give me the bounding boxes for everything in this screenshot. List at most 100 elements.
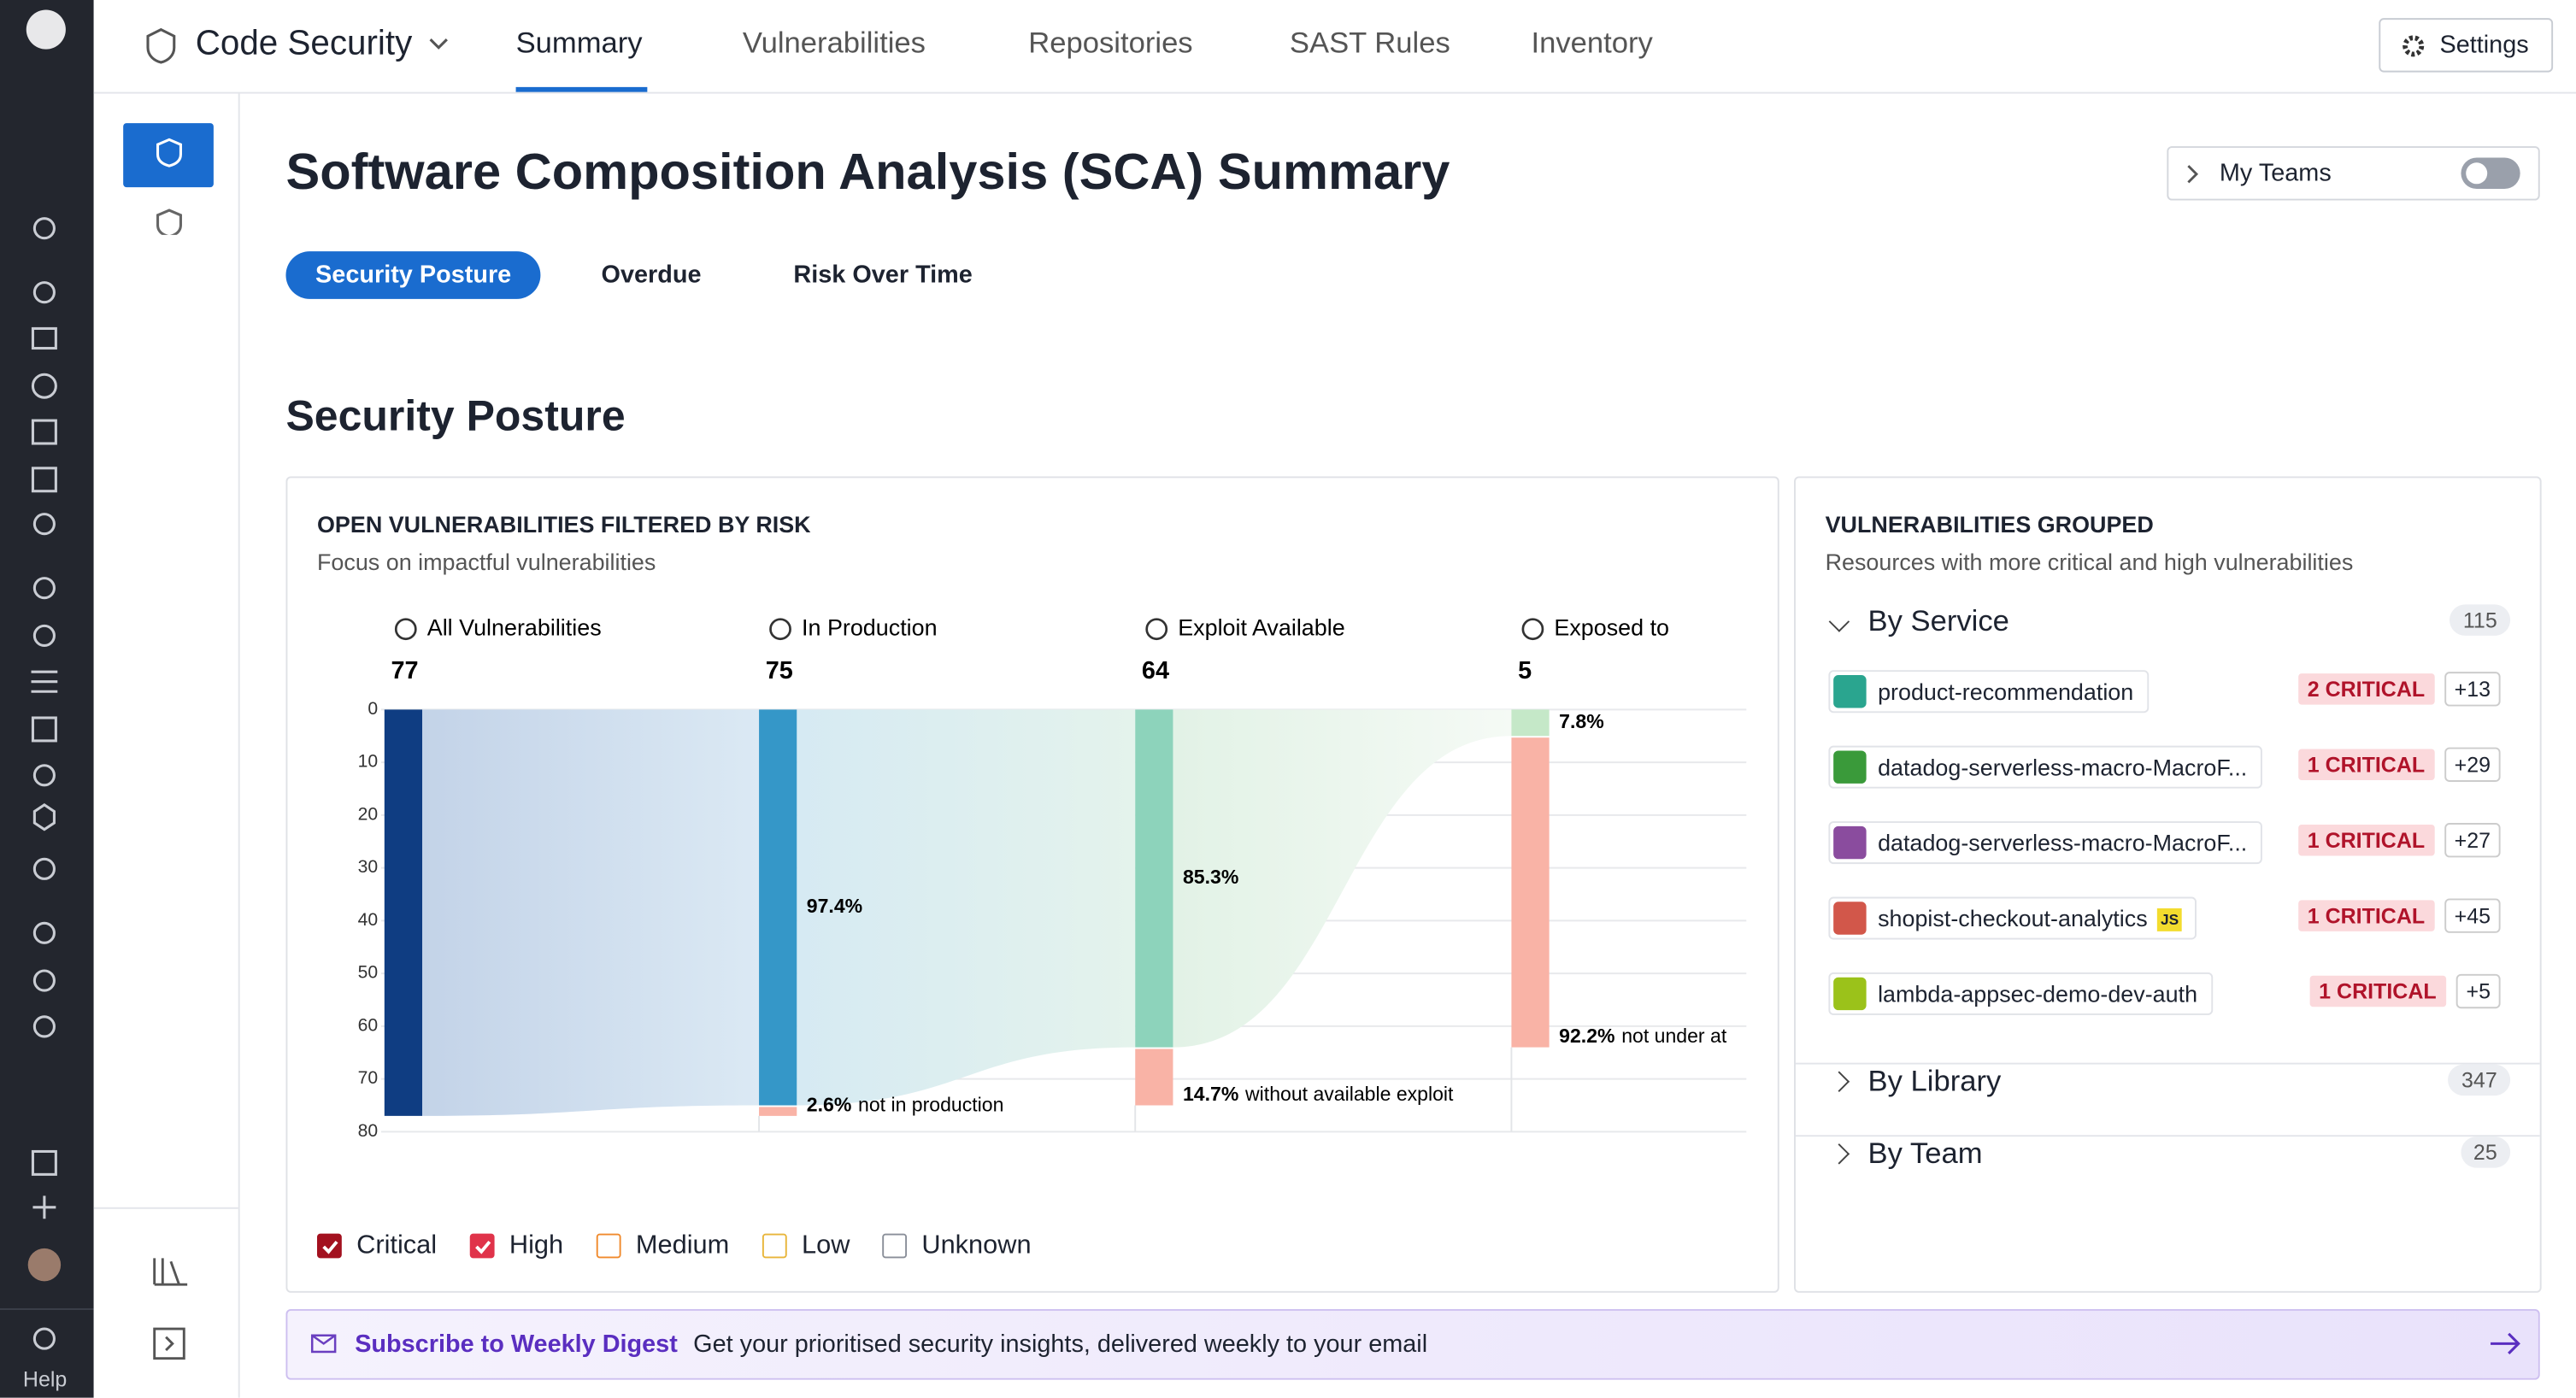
lang-badge: JS	[2157, 908, 2183, 931]
group-chevron[interactable]	[1828, 1071, 1850, 1093]
y-tick-label: 50	[358, 963, 379, 983]
nav-tab[interactable]: Repositories	[1028, 26, 1193, 60]
group-name[interactable]: By Library	[1867, 1064, 2002, 1098]
critical-badge: 2 CRITICAL	[2297, 673, 2435, 705]
side-icons	[156, 138, 182, 235]
remainder-bar	[759, 1107, 797, 1116]
service-icon	[1833, 902, 1867, 935]
y-tick-label: 40	[358, 910, 379, 930]
nav-tab[interactable]: Vulnerabilities	[742, 26, 926, 60]
critical-badge: 1 CRITICAL	[2297, 900, 2435, 931]
remainder-bar	[1135, 1048, 1173, 1106]
stage-icon	[1521, 618, 1544, 641]
service-chip[interactable]: shopist-checkout-analytics JS	[1828, 896, 2197, 940]
active-tab-underline	[515, 86, 648, 92]
product-name[interactable]: Code Security	[195, 24, 413, 63]
bar	[384, 709, 423, 1116]
nav-tab[interactable]: SAST Rules	[1289, 26, 1450, 60]
nav-tab[interactable]: Summary	[515, 26, 643, 60]
digest-banner: Subscribe to Weekly Digest Get your prio…	[285, 1308, 2540, 1380]
service-chip[interactable]: product-recommendation	[1828, 670, 2149, 714]
service-chip[interactable]: datadog-serverless-macro-MacroF...	[1828, 745, 2262, 789]
mail-icon	[310, 1334, 337, 1354]
check	[475, 1240, 491, 1254]
more-count[interactable]: +29	[2444, 747, 2501, 782]
funnel-chart: 0 10 20 30 40 50 60 70 80 All Vulnerabilities 77 In…	[358, 614, 1747, 1141]
nav-icons	[0, 9, 94, 1350]
help-label[interactable]: Help	[22, 1366, 68, 1392]
remainder-label: 92.2% not under at	[1559, 1025, 1727, 1047]
remainder-text: without available exploit	[1244, 1083, 1454, 1105]
stage-count: 64	[1142, 657, 1169, 684]
more-count[interactable]: +27	[2444, 823, 2501, 858]
remainder-percent: 92.2%	[1559, 1025, 1614, 1047]
service-chip[interactable]: lambda-appsec-demo-dev-auth	[1828, 972, 2213, 1015]
chart-title: OPEN VULNERABILITIES FILTERED BY RISK	[316, 510, 811, 537]
gear-icon	[2403, 35, 2425, 57]
group-chevron[interactable]	[1828, 1143, 1850, 1165]
stage-label: Exposed to	[1554, 614, 1669, 640]
divider	[93, 1207, 238, 1209]
flow-band	[797, 709, 1136, 1106]
remainder-label: 2.6% not in production	[807, 1093, 1004, 1115]
legend-checkbox[interactable]	[596, 1233, 621, 1259]
more-count[interactable]: +13	[2444, 672, 2501, 707]
nav-rail: Help	[0, 0, 94, 1398]
group-name[interactable]: By Team	[1867, 1137, 1983, 1170]
sub-tab[interactable]: Overdue	[601, 261, 702, 290]
more-count[interactable]: +45	[2444, 898, 2501, 933]
settings-button[interactable]: Settings	[2379, 18, 2554, 73]
remainder-text: not under at	[1621, 1025, 1727, 1047]
legend-label: High	[509, 1231, 564, 1260]
digest-link[interactable]: Subscribe to Weekly Digest	[355, 1330, 678, 1359]
percent-label: 97.4%	[807, 895, 862, 917]
more-count[interactable]: +5	[2456, 973, 2501, 1009]
legend-label: Medium	[635, 1231, 730, 1260]
my-teams-filter[interactable]: My Teams	[2167, 146, 2540, 201]
nav-tab[interactable]: Inventory	[1531, 26, 1653, 60]
remainder-percent: 2.6%	[807, 1093, 852, 1115]
toggle[interactable]	[2461, 157, 2520, 190]
service-icon	[1833, 675, 1867, 708]
group-name[interactable]: By Service	[1867, 604, 2009, 637]
divider	[1795, 1135, 2540, 1137]
remainder-label: 14.7% without available exploit	[1183, 1083, 1454, 1105]
legend-checkbox[interactable]	[762, 1233, 787, 1259]
settings-label: Settings	[2439, 31, 2529, 60]
remainder-percent: 14.7%	[1183, 1083, 1238, 1105]
grouped-title: VULNERABILITIES GROUPED	[1825, 510, 2154, 537]
legend-checkbox[interactable]	[882, 1233, 908, 1259]
active-side-item[interactable]	[123, 123, 214, 188]
remainder-text: not in production	[858, 1093, 1003, 1115]
bar	[1511, 709, 1550, 737]
stage-label: In Production	[802, 614, 938, 640]
my-teams-label: My Teams	[2219, 159, 2332, 188]
chevron[interactable]	[427, 36, 450, 52]
top-bar: Code Security Settings	[93, 0, 2576, 94]
critical-badge: 1 CRITICAL	[2297, 824, 2435, 856]
service-chip[interactable]: datadog-serverless-macro-MacroF...	[1828, 821, 2262, 865]
grouped-subtitle: Resources with more critical and high vu…	[1825, 549, 2354, 575]
legend-label: Unknown	[921, 1231, 1032, 1260]
y-tick-label: 80	[358, 1121, 379, 1141]
arrow-icon[interactable]	[2489, 1330, 2521, 1357]
critical-badge: 1 CRITICAL	[2297, 749, 2435, 781]
group-chevron[interactable]	[1828, 611, 1850, 632]
stage-icon	[1145, 618, 1168, 641]
stage-count: 77	[391, 657, 418, 684]
service-name: datadog-serverless-macro-MacroF...	[1878, 754, 2248, 781]
sub-tab[interactable]: Security Posture	[285, 251, 541, 299]
product-icon	[146, 27, 176, 64]
legend-checkbox[interactable]	[316, 1233, 342, 1259]
legend-checkbox[interactable]	[469, 1233, 495, 1259]
chart-subtitle: Focus on impactful vulnerabilities	[316, 549, 656, 575]
y-tick-label: 10	[358, 752, 379, 772]
digest-text: Get your prioritised security insights, …	[693, 1330, 1428, 1359]
sub-tab[interactable]: Risk Over Time	[793, 261, 973, 290]
remainder-bar	[1511, 737, 1550, 1048]
group-count: 25	[2460, 1137, 2511, 1168]
legend-label: Low	[802, 1231, 850, 1260]
group-count: 115	[2450, 604, 2511, 636]
service-name: product-recommendation	[1878, 678, 2134, 705]
